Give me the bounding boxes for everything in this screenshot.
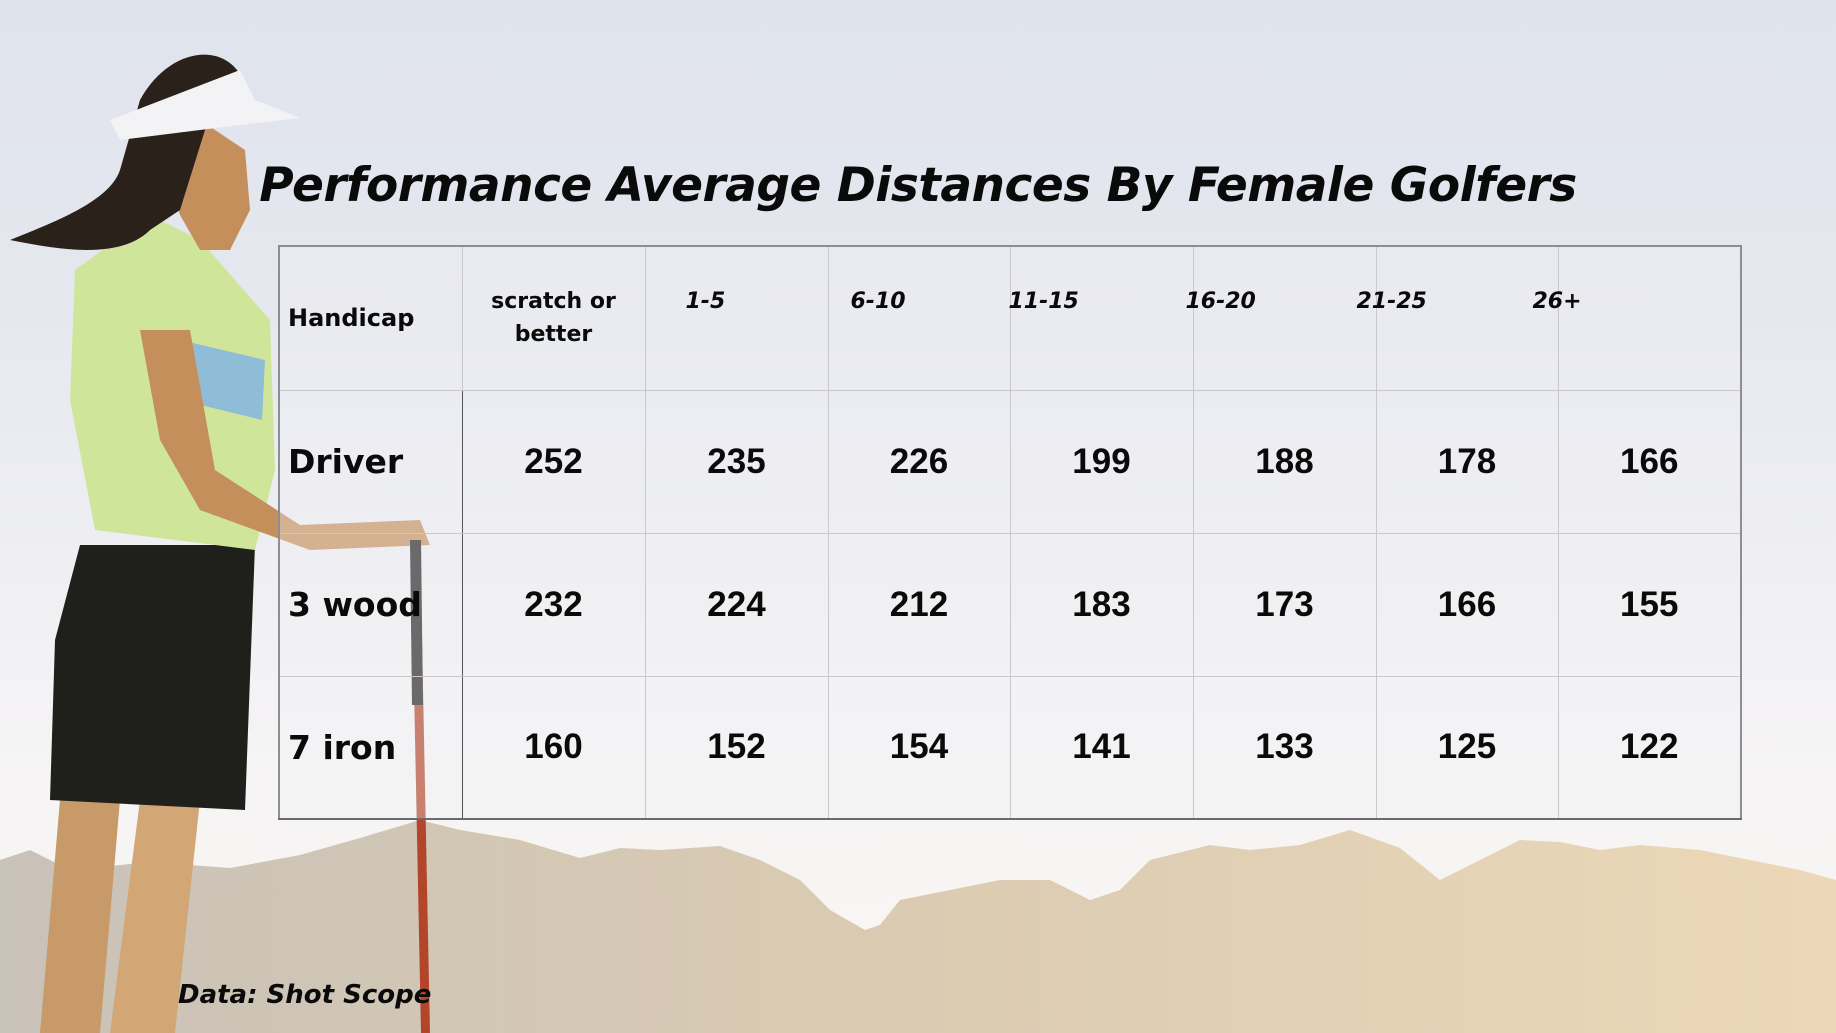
table-cell: 166 (1375, 532, 1559, 677)
column-header-label: 16-20 (1185, 289, 1256, 314)
column-header-label: 11-15 (1008, 289, 1079, 314)
table-cell: 141 (1009, 675, 1194, 820)
data-source-caption: Data: Shot Scope (178, 980, 432, 1010)
table-cell: 154 (827, 675, 1011, 820)
column-header-label: 26+ (1532, 289, 1582, 314)
column-header-1-5: 1-5 (644, 245, 829, 391)
row-label: 7 iron (278, 675, 463, 820)
table-cell: 178 (1375, 389, 1559, 534)
table-header-row: Handicap scratch or better 1-5 6-10 11-1… (278, 245, 1742, 391)
column-header-label: 6-10 (850, 289, 906, 314)
table-row-7-iron: 7 iron 160 152 154 141 133 125 122 (278, 675, 1742, 820)
table-cell: 122 (1557, 675, 1742, 820)
table-cell: 232 (461, 532, 646, 677)
row-label: 3 wood (278, 532, 463, 677)
table-cell: 152 (644, 675, 829, 820)
column-header-6-10: 6-10 (827, 245, 1011, 391)
column-header-label: 1-5 (685, 289, 726, 314)
table-cell: 160 (461, 675, 646, 820)
table-cell: 155 (1557, 532, 1742, 677)
table-row-3-wood: 3 wood 232 224 212 183 173 166 155 (278, 532, 1742, 677)
table-cell: 235 (644, 389, 829, 534)
table-cell: 224 (644, 532, 829, 677)
column-header-label: 21-25 (1356, 289, 1427, 314)
column-header-handicap: Handicap (278, 245, 463, 391)
table-cell: 183 (1009, 532, 1194, 677)
column-header-scratch: scratch or better (461, 245, 646, 391)
table-cell: 125 (1375, 675, 1559, 820)
column-header-21-25: 21-25 (1357, 245, 1559, 391)
row-label: Driver (278, 389, 463, 534)
column-header-26-plus: 26+ (1533, 245, 1742, 391)
column-header-16-20: 16-20 (1186, 245, 1377, 391)
table-cell: 133 (1192, 675, 1377, 820)
page-title: Performance Average Distances By Female … (259, 158, 1577, 213)
table-cell: 173 (1192, 532, 1377, 677)
column-header-11-15: 11-15 (1008, 245, 1194, 391)
table-cell: 166 (1557, 389, 1742, 534)
table-cell: 212 (827, 532, 1011, 677)
table-cell: 226 (827, 389, 1011, 534)
distance-table: Handicap scratch or better 1-5 6-10 11-1… (278, 245, 1742, 820)
table-cell: 199 (1009, 389, 1194, 534)
distance-table-container: Handicap scratch or better 1-5 6-10 11-1… (278, 245, 1742, 820)
table-row-driver: Driver 252 235 226 199 188 178 166 (278, 389, 1742, 534)
table-cell: 252 (461, 389, 646, 534)
table-cell: 188 (1192, 389, 1377, 534)
